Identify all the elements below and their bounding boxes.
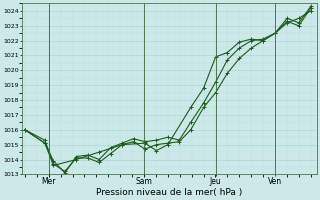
X-axis label: Pression niveau de la mer( hPa ): Pression niveau de la mer( hPa )	[96, 188, 242, 197]
